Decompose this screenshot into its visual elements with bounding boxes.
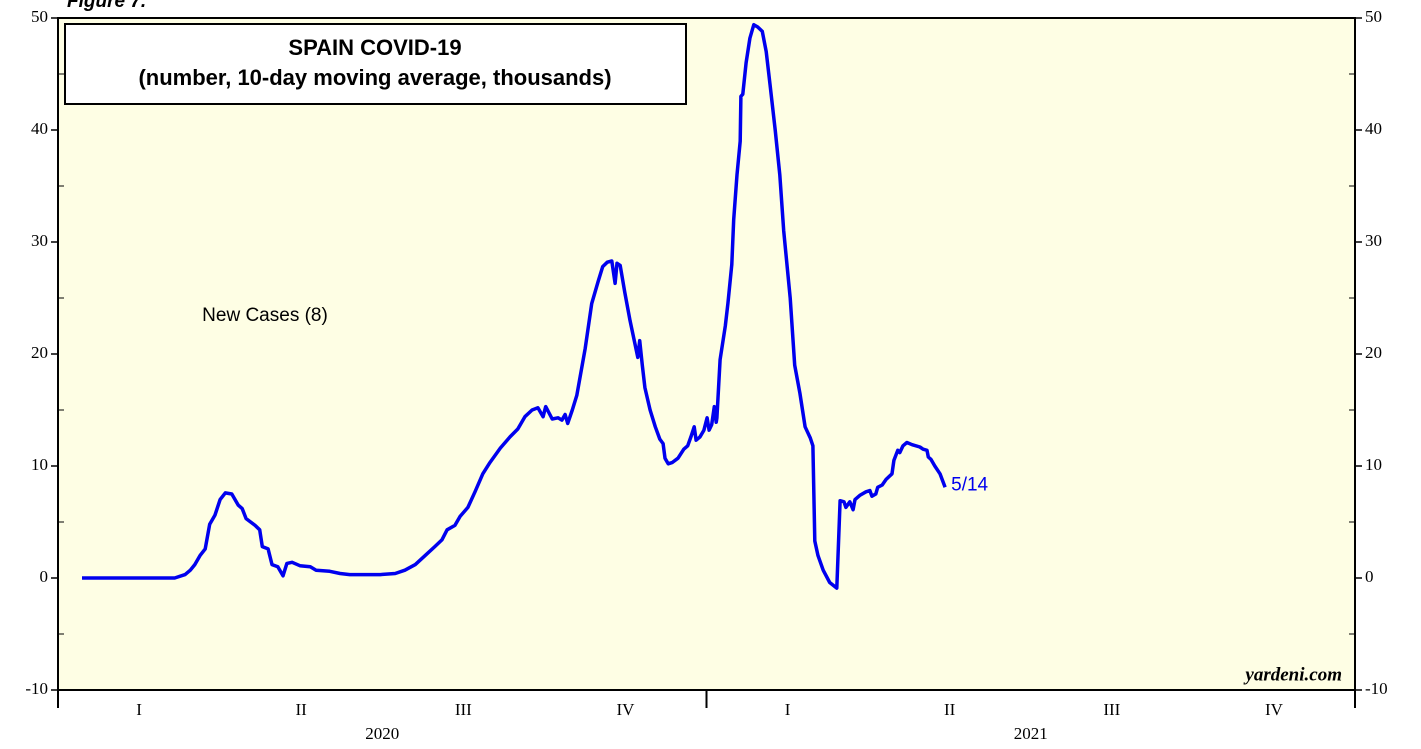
- data-line: [82, 22, 947, 590]
- y-tick-label: 20: [31, 343, 48, 362]
- quarter-label: I: [785, 700, 791, 719]
- quarter-label: II: [296, 700, 308, 719]
- y-tick-label: 10: [31, 455, 48, 474]
- y-tick-label: -10: [25, 679, 48, 698]
- y-tick-label: 0: [40, 567, 49, 586]
- chart-subtitle: (number, 10-day moving average, thousand…: [138, 65, 611, 90]
- quarter-label: IV: [616, 700, 635, 719]
- source: yardeni.com: [1243, 664, 1342, 685]
- annotation: New Cases (8): [202, 305, 328, 326]
- quarter-label: III: [455, 700, 472, 719]
- y2-tick-label: 40: [1365, 119, 1382, 138]
- y-tick-label: 40: [31, 119, 48, 138]
- quarter-label: II: [944, 700, 956, 719]
- y2-tick-label: 0: [1365, 567, 1374, 586]
- plot-area: [57, 17, 1356, 691]
- quarter-label: IV: [1265, 700, 1284, 719]
- y2-tick-label: -10: [1365, 679, 1388, 698]
- quarter-label: I: [136, 700, 142, 719]
- y2-tick-label: 10: [1365, 455, 1382, 474]
- year-label: 2021: [1014, 724, 1048, 743]
- end-label: 5/14: [951, 474, 988, 495]
- chart-title: SPAIN COVID-19: [288, 35, 461, 60]
- quarter-label: III: [1103, 700, 1120, 719]
- figure-label: Figure 7.: [67, 0, 146, 12]
- y2-tick-label: 30: [1365, 231, 1382, 250]
- year-label: 2020: [365, 724, 399, 743]
- y-tick-label: 30: [31, 231, 48, 250]
- y2-tick-label: 50: [1365, 7, 1382, 26]
- title-box: [64, 23, 687, 105]
- y2-tick-label: 20: [1365, 343, 1382, 362]
- y-tick-label: 50: [31, 7, 48, 26]
